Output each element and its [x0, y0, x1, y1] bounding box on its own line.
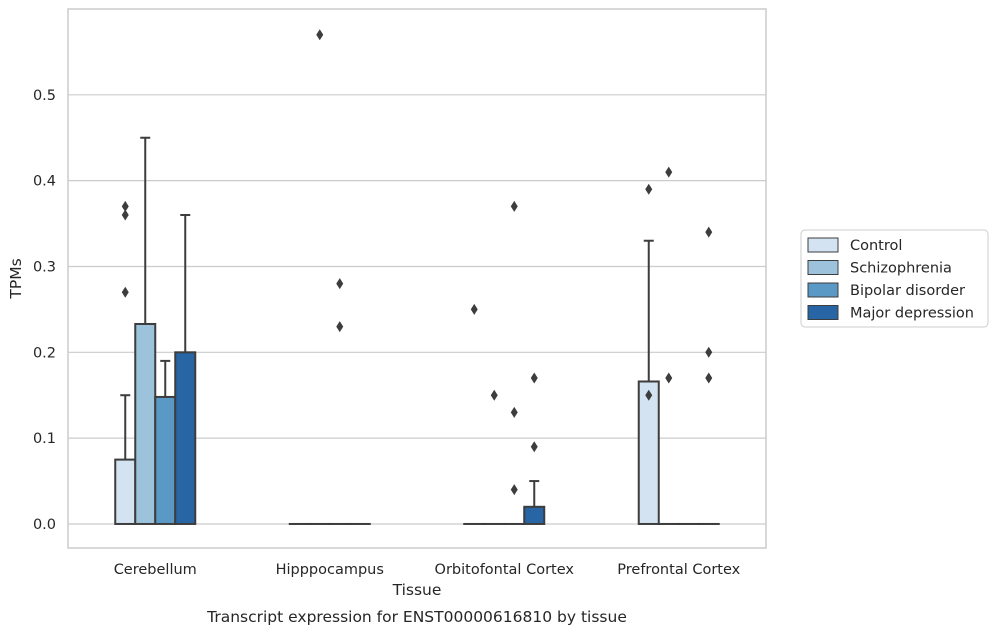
error-bars: [120, 136, 654, 507]
y-tick-label: 0.4: [33, 174, 56, 190]
x-tick-label: Orbitofontal Cortex: [435, 562, 575, 578]
outlier-point: [336, 278, 344, 290]
outlier-point: [530, 441, 538, 453]
outlier-point: [510, 484, 518, 496]
outlier-point: [510, 406, 518, 418]
y-tick-label: 0.2: [33, 345, 56, 361]
outlier-point: [705, 346, 713, 358]
x-axis-label: Tissue: [392, 581, 442, 599]
outlier-point: [645, 389, 653, 401]
bar: [637, 380, 660, 525]
plot-frame: [67, 8, 767, 549]
legend-entry: Control: [850, 238, 902, 254]
outlier-point: [530, 372, 538, 384]
x-tick-label: Cerebellum: [114, 562, 197, 578]
y-tick-labels: 0.0 0.1 0.2 0.3 0.4 0.5: [33, 88, 56, 533]
outlier-point: [336, 321, 344, 333]
legend-entry: Schizophrenia: [850, 261, 952, 277]
legend-swatch: [807, 260, 839, 275]
bar: [114, 458, 137, 525]
x-tick-labels: Cerebellum Hipppocampus Orbitofontal Corte…: [114, 562, 741, 578]
y-tick-label: 0.5: [33, 88, 56, 104]
bar: [134, 322, 157, 525]
legend-entry: Bipolar disorder: [850, 283, 965, 299]
legend-swatch: [807, 282, 839, 298]
y-tick-label: 0.1: [33, 431, 56, 447]
outlier-point: [121, 209, 129, 221]
y-tick-label: 0.3: [33, 259, 56, 275]
legend: Control Schizophrenia Bipolar disorder Majo…: [800, 229, 989, 328]
outlier-point: [490, 389, 498, 401]
outlier-point: [470, 303, 478, 315]
outlier-point: [121, 200, 129, 212]
outlier-point: [665, 372, 673, 384]
outlier-point: [121, 286, 129, 298]
outlier-point: [705, 372, 713, 384]
bar: [154, 395, 177, 525]
legend-box: [800, 229, 989, 328]
legend-swatch: [807, 305, 839, 320]
outlier-point: [705, 226, 713, 238]
legend-entry: Major depression: [850, 306, 974, 322]
y-tick-label: 0.0: [33, 517, 56, 533]
legend-swatch: [807, 237, 839, 253]
x-tick-label: Prefrontal Cortex: [617, 562, 740, 578]
outlier-point: [316, 29, 324, 41]
outlier-point: [665, 166, 673, 178]
bars: [114, 322, 720, 525]
outlier-point: [645, 183, 653, 195]
bar: [523, 505, 546, 525]
x-tick-label: Hipppocampus: [276, 562, 384, 578]
bar: [174, 351, 197, 525]
chart-caption: Transcript expression for ENST0000061681…: [206, 608, 627, 626]
outlier-point: [510, 200, 518, 212]
outliers: [121, 29, 713, 496]
y-axis-label: TPMs: [7, 258, 25, 299]
